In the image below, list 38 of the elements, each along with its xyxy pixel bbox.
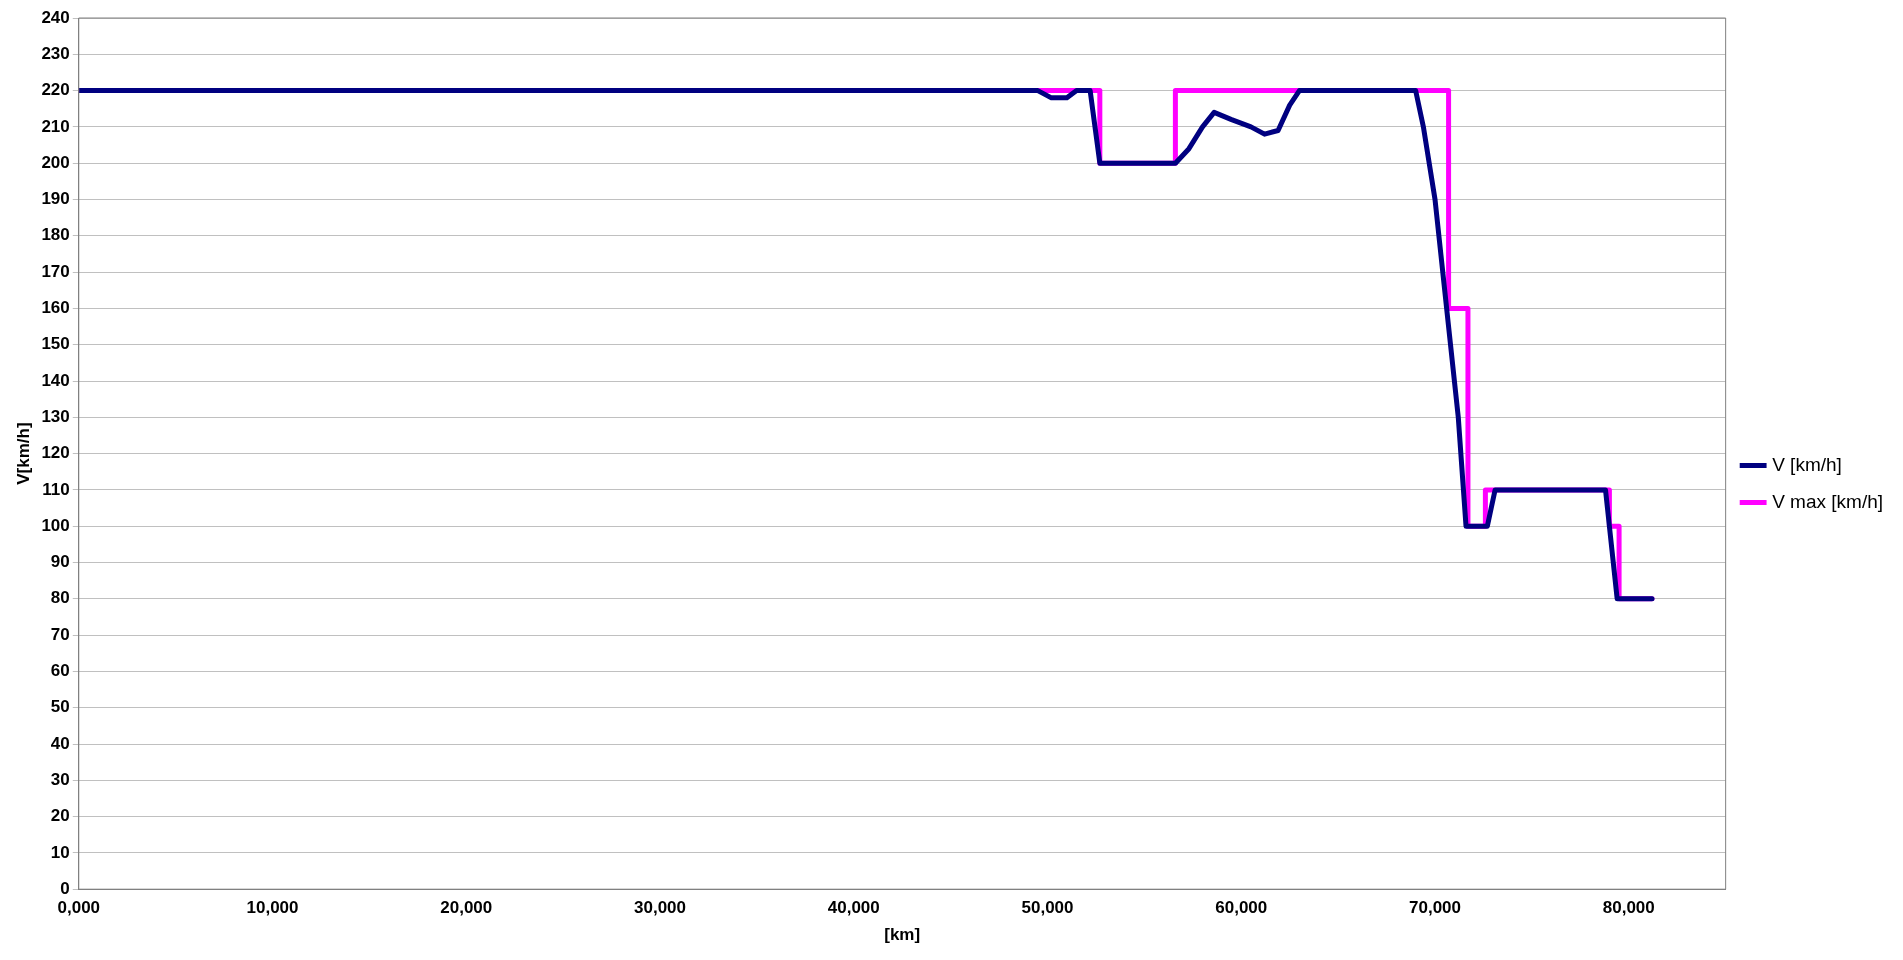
- y-tick-label: 120: [41, 443, 70, 463]
- y-tick-label: 180: [41, 225, 70, 245]
- y-tick-label: 240: [41, 7, 70, 27]
- y-tick-label: 100: [41, 515, 70, 535]
- x-axis-title: [km]: [884, 925, 921, 945]
- x-tick-label: 60,000: [1215, 898, 1268, 918]
- x-tick-label: 50,000: [1021, 898, 1074, 918]
- x-tick-label: 10,000: [246, 898, 299, 918]
- y-tick-label: 210: [41, 116, 70, 136]
- y-tick-label: 190: [41, 189, 70, 209]
- y-tick-label: 40: [50, 733, 70, 753]
- y-tick-label: 200: [41, 152, 70, 172]
- y-tick-label: 70: [50, 624, 70, 644]
- y-axis-title: V[km/h]: [13, 422, 33, 485]
- y-tick-label: 150: [41, 334, 70, 354]
- y-tick-label: 130: [41, 406, 70, 426]
- y-tick-label: 80: [50, 588, 70, 608]
- y-tick-label: 90: [50, 552, 70, 572]
- x-tick-label: 0,000: [57, 898, 101, 918]
- y-tick-label: 230: [41, 43, 70, 63]
- legend-label: V max [km/h]: [1772, 490, 1883, 512]
- y-tick-label: 220: [41, 80, 70, 100]
- legend-label: V [km/h]: [1772, 453, 1842, 475]
- x-tick-label: 40,000: [827, 898, 880, 918]
- y-tick-label: 0: [60, 878, 70, 898]
- y-tick-label: 140: [41, 370, 70, 390]
- y-tick-label: 30: [50, 769, 70, 789]
- y-tick-label: 110: [42, 479, 70, 499]
- x-tick-label: 70,000: [1409, 898, 1462, 918]
- x-tick-label: 20,000: [440, 898, 493, 918]
- y-tick-label: 20: [50, 806, 70, 826]
- x-tick-label: 30,000: [634, 898, 687, 918]
- y-tick-label: 170: [41, 261, 70, 281]
- y-tick-label: 10: [50, 842, 70, 862]
- y-tick-label: 60: [50, 661, 70, 681]
- x-tick-label: 80,000: [1602, 898, 1655, 918]
- y-tick-label: 160: [41, 298, 70, 318]
- y-tick-label: 50: [50, 697, 70, 717]
